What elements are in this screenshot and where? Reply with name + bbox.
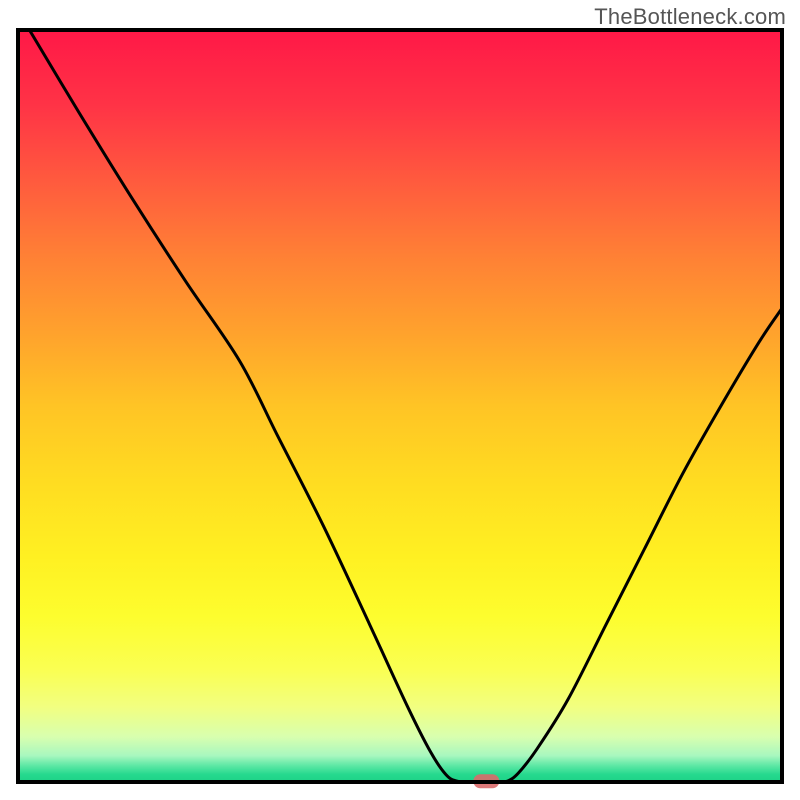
watermark-label: TheBottleneck.com xyxy=(594,4,786,30)
bottleneck-gradient-chart xyxy=(0,0,800,800)
gradient-background xyxy=(18,30,782,782)
chart-container: TheBottleneck.com xyxy=(0,0,800,800)
